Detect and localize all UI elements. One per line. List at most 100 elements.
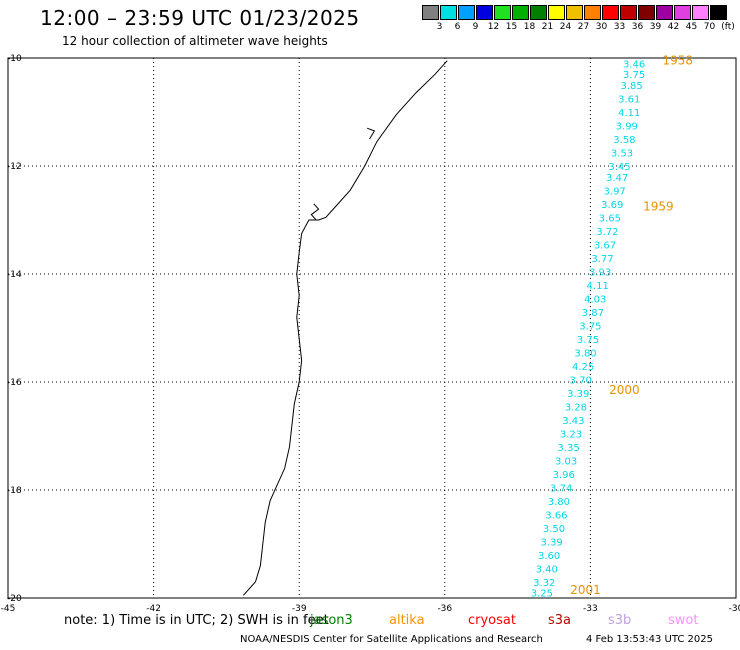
swh-value-label: 3.32	[533, 578, 555, 589]
satellite-label-cryosat: cryosat	[468, 613, 516, 628]
swh-value-label: 3.35	[557, 443, 579, 454]
lon-tick-label: -33	[583, 604, 598, 614]
coastline	[243, 60, 448, 596]
swh-value-label: 3.67	[594, 240, 616, 251]
legend-label: 15	[505, 22, 518, 32]
swh-value-label: 3.97	[604, 186, 626, 197]
map-frame	[7, 57, 737, 599]
legend-swatch	[692, 5, 709, 20]
legend-label: 70	[703, 22, 716, 32]
swh-value-label: 3.70	[570, 375, 592, 386]
legend-label: 27	[577, 22, 590, 32]
swh-value-label: 3.03	[555, 456, 577, 467]
legend-swatch	[440, 5, 457, 20]
time-label: 2001	[570, 583, 601, 597]
swh-value-label: 3.61	[618, 95, 640, 106]
legend-swatch	[602, 5, 619, 20]
legend-swatch	[530, 5, 547, 20]
legend-label: 21	[541, 22, 554, 32]
legend-label: 3	[436, 22, 443, 32]
swh-value-label: 3.58	[613, 135, 635, 146]
swh-value-label: 3.28	[565, 402, 587, 413]
lat-tick-label: -10	[7, 54, 22, 64]
swh-value-label: 3.69	[601, 200, 623, 211]
legend-swatch	[512, 5, 529, 20]
legend-swatch	[620, 5, 637, 20]
legend-label: 18	[523, 22, 536, 32]
legend-label: 33	[613, 22, 626, 32]
satellite-label-s3b: s3b	[608, 613, 632, 628]
map-title: 12:00 – 23:59 UTC 01/23/2025	[40, 6, 360, 30]
legend-swatch	[566, 5, 583, 20]
swh-value-label: 3.87	[582, 308, 604, 319]
legend-label: 36	[631, 22, 644, 32]
time-label: 1958	[662, 54, 693, 68]
swh-value-label: 3.75	[623, 70, 645, 81]
swh-value-label: 3.66	[545, 510, 567, 521]
legend-swatch	[584, 5, 601, 20]
lat-tick-label: -18	[7, 486, 22, 496]
lat-tick-label: -14	[7, 270, 22, 280]
legend-swatch	[494, 5, 511, 20]
lat-tick-label: -16	[7, 378, 22, 388]
swh-value-label: 3.65	[599, 213, 621, 224]
lon-tick-label: -39	[292, 604, 307, 614]
swh-value-label: 3.50	[543, 524, 565, 535]
generated-timestamp: 4 Feb 13:53:43 UTC 2025	[586, 634, 713, 645]
legend-label: 45	[685, 22, 698, 32]
coast-inlet	[366, 127, 376, 140]
swh-value-label: 3.45	[608, 162, 630, 173]
legend-label: 12	[487, 22, 500, 32]
legend-swatch	[638, 5, 655, 20]
color-legend: 3 6 9 12 15 18 21 24 27 30 33 36 39 42 45 70 (ft)	[422, 5, 735, 39]
lon-tick-label: -30	[729, 604, 740, 614]
swh-value-label: 3.43	[562, 416, 584, 427]
legend-swatch	[476, 5, 493, 20]
swh-value-label: 3.93	[589, 267, 611, 278]
legend-swatch	[674, 5, 691, 20]
swh-value-label: 3.80	[574, 348, 596, 359]
swh-value-label: 3.75	[579, 321, 601, 332]
legend-swatch	[458, 5, 475, 20]
swh-value-label: 3.47	[606, 173, 628, 184]
swh-value-label: 3.25	[531, 589, 553, 600]
time-label: 2000	[609, 383, 640, 397]
legend-unit: (ft)	[721, 22, 735, 32]
satellite-label-swot: swot	[668, 613, 699, 628]
swh-value-label: 3.74	[550, 483, 572, 494]
swh-value-label: 3.85	[621, 81, 643, 92]
swh-value-label: 3.46	[623, 59, 645, 70]
map-subtitle: 12 hour collection of altimeter wave hei…	[62, 34, 328, 48]
legend-label: 6	[454, 22, 461, 32]
satellite-label-altika: altika	[389, 613, 425, 628]
lat-tick-label: -12	[7, 162, 22, 172]
swh-value-label: 4.11	[587, 281, 609, 292]
legend-label: 30	[595, 22, 608, 32]
footnote: note: 1) Time is in UTC; 2) SWH is in fe…	[64, 613, 329, 628]
satellite-label-jason3: jason3	[310, 613, 353, 628]
swh-value-label: 3.72	[596, 227, 618, 238]
swh-value-label: 3.39	[540, 537, 562, 548]
time-label: 1959	[643, 200, 674, 214]
legend-swatch	[422, 5, 439, 20]
swh-value-label: 3.53	[611, 149, 633, 160]
swh-value-label: 3.23	[560, 429, 582, 440]
swh-value-label: 3.99	[616, 122, 638, 133]
legend-label: 24	[559, 22, 572, 32]
lat-tick-label: -20	[7, 594, 22, 604]
lon-tick-label: -42	[146, 604, 161, 614]
legend-label: 9	[472, 22, 479, 32]
legend-label: 42	[667, 22, 680, 32]
lon-tick-label: -36	[437, 604, 452, 614]
swh-value-label: 3.60	[538, 551, 560, 562]
legend-swatch	[656, 5, 673, 20]
legend-label: 39	[649, 22, 662, 32]
lon-tick-label: -45	[1, 604, 16, 614]
swh-value-label: 3.75	[577, 335, 599, 346]
swh-value-label: 4.03	[584, 294, 606, 305]
credit-line: NOAA/NESDIS Center for Satellite Applica…	[240, 634, 543, 645]
bay-outline	[310, 203, 320, 221]
swh-value-label: 4.25	[572, 362, 594, 373]
swh-value-label: 3.96	[553, 470, 575, 481]
